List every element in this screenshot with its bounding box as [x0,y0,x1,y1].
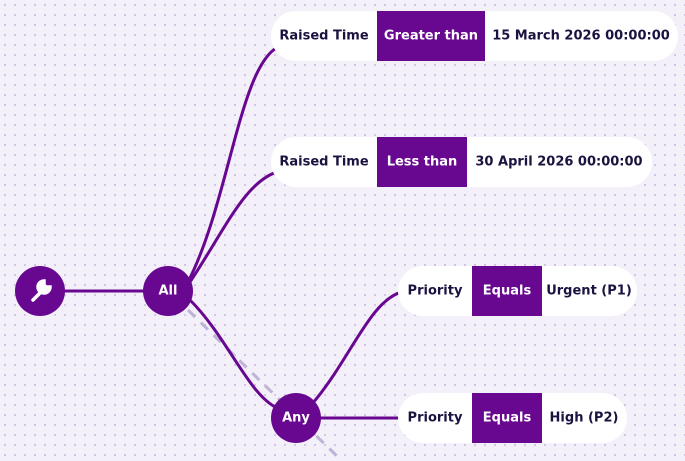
operator: Less than [387,155,458,170]
condition[interactable]: Priority Equals High (P2) [398,393,627,443]
value: Urgent (P1) [546,284,632,299]
field: Raised Time [279,29,368,44]
value: 30 April 2026 00:00:00 [475,155,642,170]
wrench-icon [31,279,52,302]
operator-box[interactable] [377,11,485,61]
operator: Equals [483,411,532,426]
condition[interactable]: Priority Equals Urgent (P1) [398,266,637,316]
group-all[interactable]: All [143,266,193,316]
operator-box[interactable] [377,137,467,187]
group-circle[interactable] [271,393,321,443]
edge [186,169,281,286]
group-label: Any [282,411,310,426]
group-label: All [159,284,178,299]
condition[interactable]: Raised Time Less than 30 April 2026 00:0… [271,137,652,187]
edge [186,44,281,283]
operator-box[interactable] [472,266,542,316]
condition[interactable]: Raised Time Greater than 15 March 2026 0… [271,11,678,61]
operator-box[interactable] [472,393,542,443]
group-any[interactable]: Any [271,393,321,443]
operator: Greater than [384,29,478,44]
edge [310,290,403,405]
group-circle[interactable] [143,266,193,316]
edge [188,298,283,412]
value: 15 March 2026 00:00:00 [492,29,670,44]
field: Priority [408,411,463,426]
field: Raised Time [279,155,368,170]
root-node[interactable] [15,266,65,316]
field: Priority [408,284,463,299]
value: High (P2) [550,411,619,426]
operator: Equals [483,284,532,299]
